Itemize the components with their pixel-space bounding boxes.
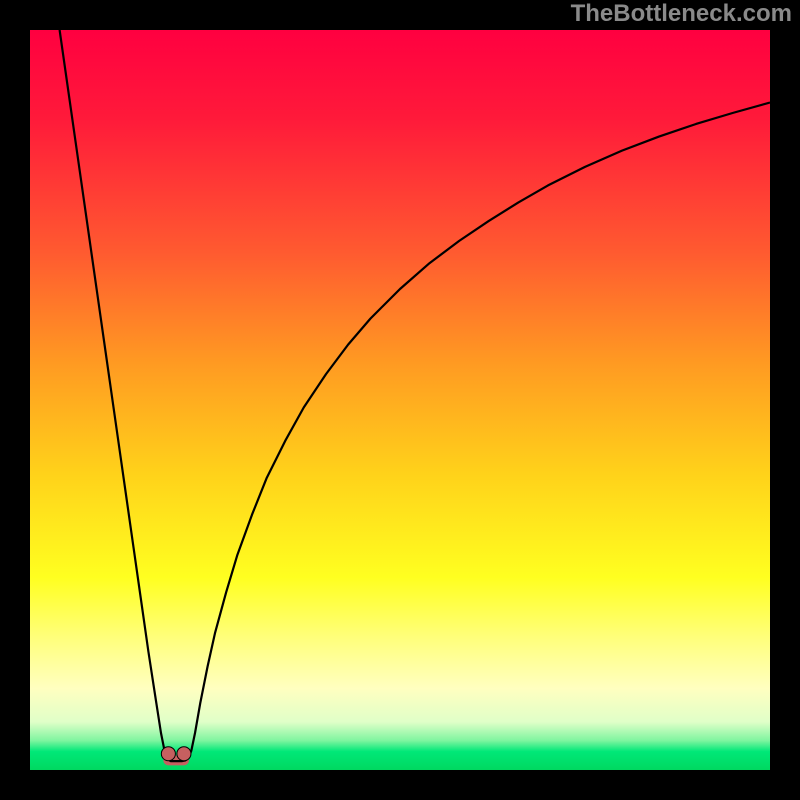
watermark-label: TheBottleneck.com	[571, 0, 792, 28]
curve-marker	[161, 747, 175, 761]
chart-container: TheBottleneck.com	[0, 0, 800, 800]
curve-marker	[177, 747, 191, 761]
bottleneck-curve	[60, 30, 770, 761]
curve-layer	[30, 30, 770, 770]
plot-area	[30, 30, 770, 770]
